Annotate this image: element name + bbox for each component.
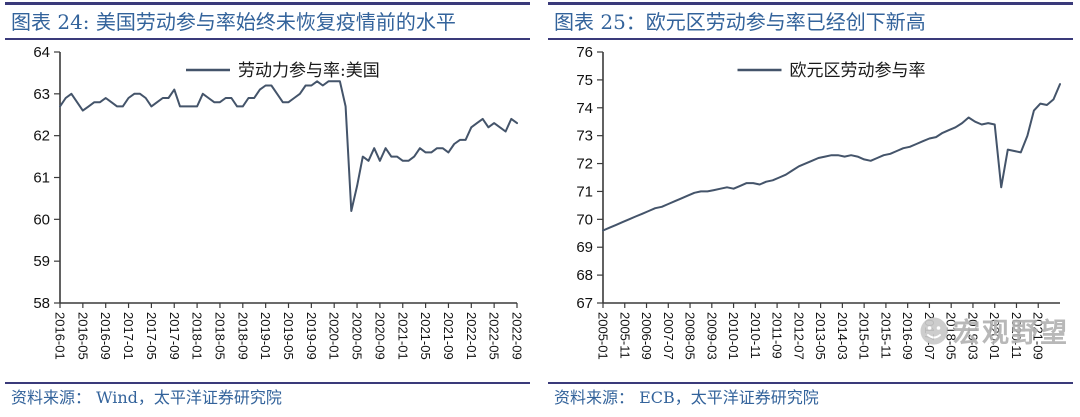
x-tick-label: 2010-11 — [748, 312, 763, 359]
x-tick-label: 2021-01 — [395, 312, 410, 360]
y-tick-label: 58 — [33, 295, 50, 312]
x-tick-label: 2021-09 — [1031, 312, 1046, 360]
y-tick-label: 64 — [33, 44, 50, 61]
x-tick-label: 2010-01 — [726, 312, 741, 360]
chart-title-ea: 图表 25：欧元区劳动参与率已经创下新高 — [548, 2, 1073, 40]
x-tick-label: 2005-01 — [596, 312, 611, 360]
y-tick-label: 76 — [576, 44, 593, 61]
panel-ea-lfpr: 图表 25：欧元区劳动参与率已经创下新高 67 68 69 70 71 72 73 74 75 7… — [548, 2, 1073, 417]
panel-us-lfpr: 图表 24: 美国劳动参与率始终未恢复疫情前的水平 58 59 60 61 62 63 64… — [5, 2, 530, 417]
x-tick-label: 2019-09 — [304, 312, 319, 360]
x-tick-label: 2017-09 — [167, 312, 182, 360]
x-tick-label: 2022-01 — [464, 312, 479, 360]
x-tick-label: 2015-01 — [857, 312, 872, 360]
x-tick-label: 2019-03 — [965, 312, 980, 360]
y-tick-label: 71 — [576, 183, 593, 200]
y-tick-label: 74 — [576, 100, 593, 117]
x-tick-label: 2016-05 — [75, 312, 90, 360]
x-tick-label: 2011-09 — [770, 312, 785, 359]
x-tick-label: 2008-05 — [683, 312, 698, 360]
y-tick-label: 60 — [33, 211, 50, 228]
x-tick-label: 2016-09 — [900, 312, 915, 360]
y-tick-label: 68 — [576, 267, 593, 284]
x-tick-label: 2017-01 — [121, 312, 136, 360]
x-tick-label: 2019-01 — [258, 312, 273, 360]
x-tick-label: 2022-05 — [487, 312, 502, 360]
x-tick-label: 2018-01 — [190, 312, 205, 360]
x-tick-label: 2012-07 — [791, 312, 806, 360]
y-tick-label: 70 — [576, 211, 593, 228]
x-tick-label: 2017-07 — [922, 312, 937, 360]
y-tick-label: 72 — [576, 156, 593, 173]
series-line — [602, 83, 1061, 232]
y-tick-label: 61 — [33, 170, 50, 187]
y-tick-label: 63 — [33, 86, 50, 103]
x-tick-label: 2009-03 — [704, 312, 719, 360]
x-tick-label: 2020-01 — [987, 312, 1002, 360]
y-tick-label: 59 — [33, 253, 50, 270]
x-tick-label: 2007-07 — [661, 312, 676, 360]
chart-area-us: 58 59 60 61 62 63 64 2016-01 2016-05 2016-09 2017-… — [5, 40, 530, 382]
chart-area-ea: 67 68 69 70 71 72 73 74 75 76 2005-01 2005-11 2006-0… — [548, 40, 1073, 382]
x-tick-label: 2006-09 — [639, 312, 654, 360]
chart-title-us: 图表 24: 美国劳动参与率始终未恢复疫情前的水平 — [5, 2, 530, 40]
x-tick-label: 2021-09 — [441, 312, 456, 360]
legend-label: 欧元区劳动参与率 — [790, 61, 926, 81]
x-tick-label: 2020-05 — [350, 312, 365, 360]
x-tick-label: 2018-09 — [235, 312, 250, 360]
x-tick-label: 2020-01 — [327, 312, 342, 360]
y-tick-label: 75 — [576, 72, 593, 89]
x-tick-label: 2021-05 — [418, 312, 433, 360]
x-tick-label: 2019-05 — [281, 312, 296, 360]
x-tick-label: 2014-03 — [835, 312, 850, 360]
y-tick-label: 69 — [576, 239, 593, 256]
us-labor-participation-chart: 58 59 60 61 62 63 64 2016-01 2016-05 2016-09 2017-… — [33, 44, 525, 360]
x-tick-label: 2013-05 — [813, 312, 828, 360]
y-tick-label: 62 — [33, 128, 50, 145]
source-note-ea: 资料来源： ECB，太平洋证券研究院 — [548, 382, 1073, 410]
x-tick-label: 2016-01 — [53, 312, 68, 360]
x-tick-label: 2015-11 — [878, 312, 893, 359]
ea-labor-participation-chart: 67 68 69 70 71 72 73 74 75 76 2005-01 2005-11 2006-0… — [576, 44, 1061, 360]
source-note-us: 资料来源： Wind，太平洋证券研究院 — [5, 382, 530, 410]
x-tick-label: 2022-09 — [510, 312, 525, 360]
x-tick-label: 2020-09 — [372, 312, 387, 360]
x-tick-label: 2005-11 — [617, 312, 632, 359]
x-tick-label: 2020-11 — [1009, 312, 1024, 359]
y-tick-label: 73 — [576, 128, 593, 145]
series-line — [59, 80, 518, 212]
x-tick-label: 2018-05 — [944, 312, 959, 360]
x-tick-label: 2017-05 — [144, 312, 159, 360]
x-tick-label: 2016-09 — [98, 312, 113, 360]
legend-label: 劳动力参与率:美国 — [238, 61, 380, 81]
y-tick-label: 67 — [576, 295, 593, 312]
x-tick-label: 2018-05 — [212, 312, 227, 360]
